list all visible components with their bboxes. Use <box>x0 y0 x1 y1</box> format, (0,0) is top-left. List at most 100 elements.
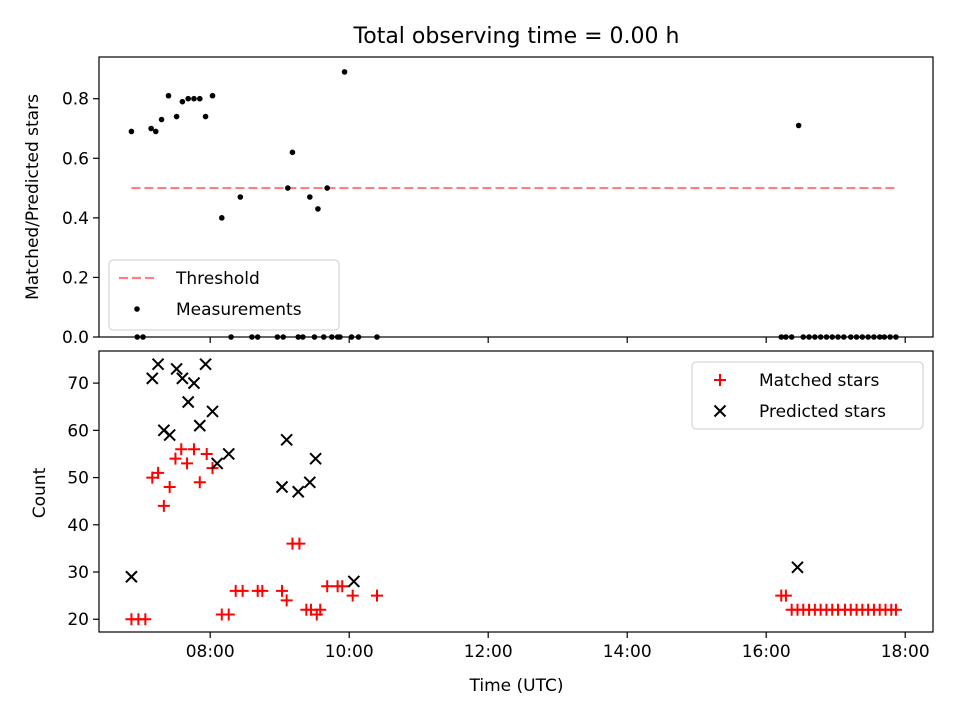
x-tick-label: 18:00 <box>881 642 930 662</box>
predicted-star-point <box>193 419 206 432</box>
data-point <box>128 128 135 135</box>
legend-label: Predicted stars <box>759 402 886 422</box>
matched-star-point <box>193 476 206 489</box>
y-tick-label: 0.8 <box>62 90 89 110</box>
data-point <box>315 206 321 212</box>
data-point <box>285 185 291 191</box>
top-panel: 0.0 0.2 0.4 0.6 0.8 Threshold Measurements <box>62 56 934 348</box>
predicted-star-point <box>163 428 176 442</box>
data-point <box>148 125 154 132</box>
legend: Matched stars Predicted stars <box>691 361 924 430</box>
data-point <box>209 92 216 99</box>
matched-star-point <box>139 613 152 626</box>
matched-star-point <box>336 580 349 593</box>
y-tick-label: 0.0 <box>62 328 89 348</box>
data-point <box>165 92 172 99</box>
data-point <box>158 116 165 123</box>
matched-star-point <box>200 447 213 460</box>
matched-star-point <box>175 443 188 456</box>
predicted-star-point <box>125 570 138 583</box>
data-point <box>237 194 244 200</box>
predicted-star-point <box>146 372 159 385</box>
y-tick-label: 20 <box>67 610 89 630</box>
matched-star-point <box>169 452 182 465</box>
legend-box <box>108 259 340 331</box>
matched-star-point <box>181 457 194 470</box>
legend-label: Matched stars <box>759 371 879 391</box>
matched-star-point <box>889 603 902 616</box>
x-tick-label: 10:00 <box>325 642 374 662</box>
matched-star-point <box>187 443 200 456</box>
legend-label: Threshold <box>175 269 260 289</box>
y-tick-label: 60 <box>67 421 89 441</box>
data-point <box>202 113 209 120</box>
x-axis-label: Time (UTC) <box>469 676 564 696</box>
axes-frame <box>98 350 934 633</box>
legend-matched-swatch <box>714 374 726 386</box>
data-point <box>152 128 159 135</box>
data-point <box>307 194 313 200</box>
predicted-star-point <box>206 405 219 418</box>
y-tick-label: 50 <box>67 469 89 489</box>
y-tick-label: 0.2 <box>62 268 89 288</box>
legend: Threshold Measurements <box>108 259 340 331</box>
x-tick-label: 14:00 <box>603 642 652 662</box>
matched-star-point <box>779 589 792 602</box>
predicted-star-point <box>280 433 293 446</box>
data-point <box>173 113 180 120</box>
data-point <box>218 215 225 221</box>
bottom-y-axis-label: Count <box>30 467 50 518</box>
data-point <box>795 122 802 129</box>
predicted-star-point <box>347 575 361 588</box>
x-tick-label: 16:00 <box>742 642 791 662</box>
x-tick-label: 12:00 <box>464 642 513 662</box>
matched-star-point <box>321 580 334 593</box>
predicted-star-point <box>181 395 195 409</box>
data-point <box>179 98 186 105</box>
x-tick-label: 08:00 <box>186 642 235 662</box>
matched-star-point <box>293 537 306 550</box>
matched-star-point <box>346 589 359 602</box>
predicted-star-point <box>199 358 212 371</box>
bottom-panel: 20 30 40 50 60 70 08:00 10:00 12:00 14:00 16:00 18:… <box>67 350 934 662</box>
y-tick-label: 70 <box>67 374 89 394</box>
data-point <box>191 95 197 102</box>
matched-star-point <box>157 499 170 512</box>
predicted-star-point <box>170 362 183 376</box>
matched-star-point <box>222 608 235 621</box>
matched-star-point <box>256 584 269 597</box>
predicted-star-point <box>791 561 804 574</box>
matched-star-point <box>163 481 176 494</box>
predicted-star-point <box>292 485 305 498</box>
matched-star-point <box>371 589 383 602</box>
predicted-star-point <box>176 372 189 385</box>
y-tick-label: 30 <box>67 563 89 583</box>
predicted-star-point <box>303 476 317 489</box>
predicted-star-point <box>222 447 235 461</box>
y-tick-label: 40 <box>67 516 89 536</box>
chart-title: Total observing time = 0.00 h <box>353 24 680 49</box>
data-point <box>324 185 330 191</box>
matched-star-point <box>280 594 293 607</box>
matched-star-point <box>236 584 249 597</box>
y-tick-label: 0.6 <box>62 149 89 169</box>
legend-label: Measurements <box>176 300 302 320</box>
top-y-axis-label: Matched/Predicted stars <box>23 94 43 300</box>
matched-star-point <box>152 466 165 479</box>
axes-frame <box>98 56 934 338</box>
predicted-star-point <box>187 376 201 390</box>
predicted-star-point <box>151 358 165 371</box>
legend-box <box>691 361 924 430</box>
y-tick-label: 0.4 <box>62 209 89 229</box>
legend-measurement-swatch <box>134 306 140 312</box>
matched-star-point <box>276 584 289 597</box>
predicted-star-point <box>309 452 322 465</box>
predicted-star-point <box>210 457 224 470</box>
predicted-star-point <box>275 480 289 494</box>
data-point <box>289 149 296 156</box>
data-point <box>185 95 191 102</box>
matched-star-point <box>314 603 327 616</box>
data-point <box>341 69 348 75</box>
legend-predicted-swatch <box>713 404 727 418</box>
